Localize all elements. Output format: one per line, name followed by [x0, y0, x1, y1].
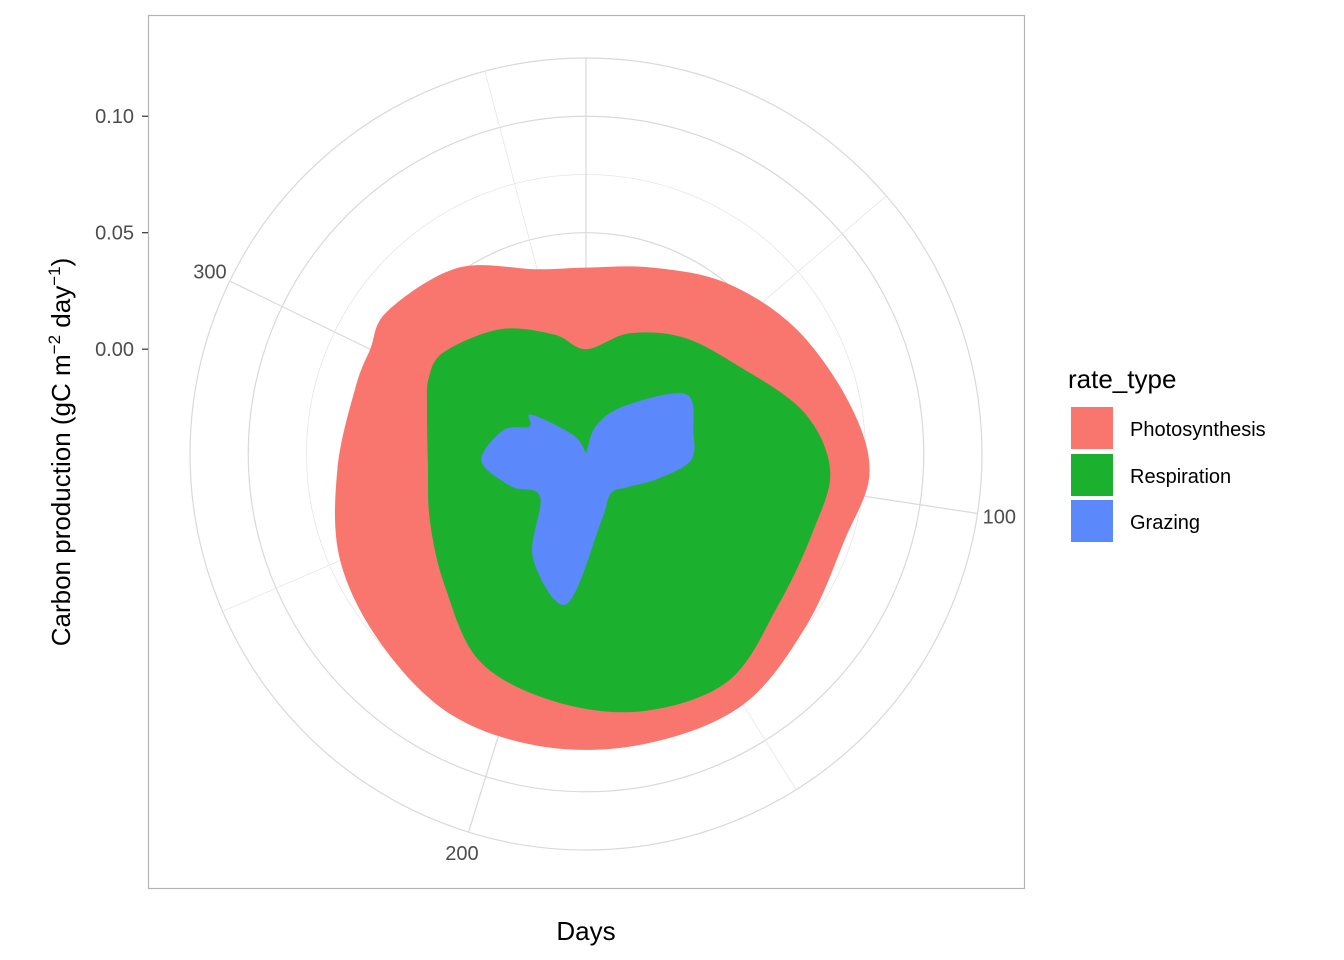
x-tick-label-100: 100 — [983, 507, 1016, 529]
legend-key-photosynthesis — [1071, 407, 1113, 449]
legend-key-grazing — [1071, 500, 1113, 542]
series-area-grazing — [481, 393, 695, 605]
y-axis-title-part-3: ) — [46, 258, 76, 267]
x-tick-label-300: 300 — [193, 261, 226, 283]
y-axis-title-part-1: Carbon production (gC m — [46, 354, 76, 646]
legend-label-grazing: Grazing — [1130, 512, 1200, 534]
legend-title: rate_type — [1068, 364, 1176, 394]
legend-label-photosynthesis: Photosynthesis — [1130, 419, 1266, 441]
legend-label-respiration: Respiration — [1130, 466, 1231, 488]
y-tick-label-1: 0.05 — [95, 223, 134, 245]
series-area-respiration — [426, 328, 831, 713]
legend-key-respiration — [1071, 454, 1113, 496]
x-tick-label-200: 200 — [445, 843, 478, 865]
y-axis-title-part-2: day — [46, 286, 76, 335]
legend: rate_type Photosynthesis Respiration Gra… — [1068, 364, 1266, 542]
y-axis-title: Carbon production (gC m−2 day−1) — [45, 258, 76, 647]
y-axis-title-superscript-2: −1 — [45, 266, 64, 285]
tick-labels: 100 200 300 0.00 0.05 0.10 — [95, 106, 1016, 865]
x-axis-title: Days — [556, 916, 615, 946]
y-axis-title-superscript-1: −2 — [45, 335, 64, 354]
series-areas — [334, 265, 870, 750]
y-tick-label-0: 0.00 — [95, 339, 134, 361]
y-tick-label-2: 0.10 — [95, 106, 134, 128]
